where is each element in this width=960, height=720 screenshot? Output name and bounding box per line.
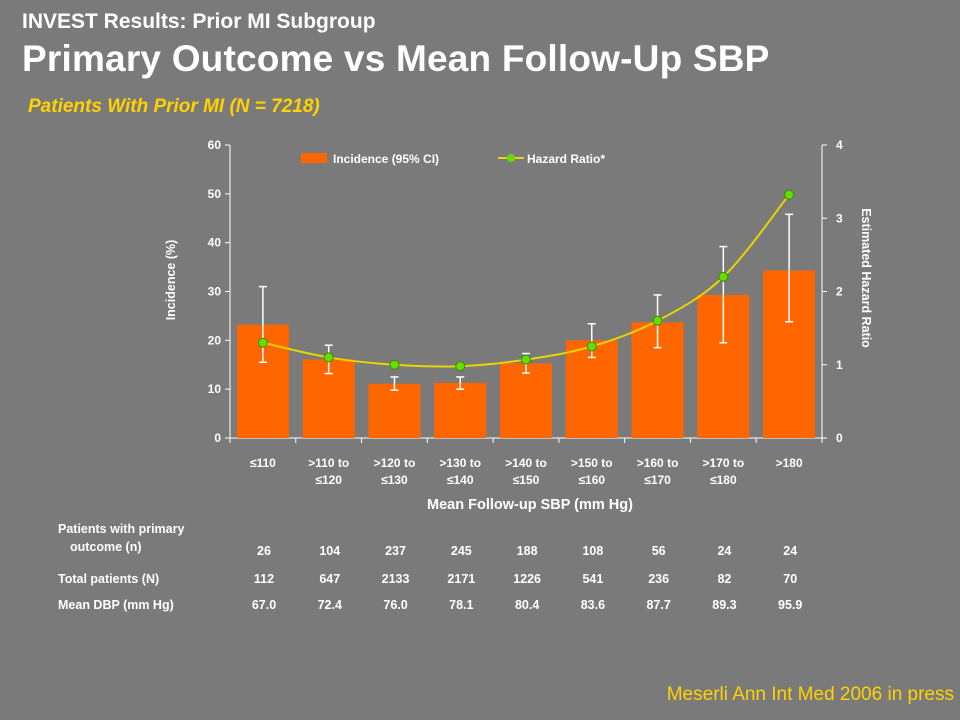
x-tick-label: >180: [776, 456, 803, 470]
x-tick-label: >140 to ≤150: [505, 456, 547, 487]
table-cell: 108: [582, 544, 604, 558]
hazard-ratio-point: [652, 315, 663, 326]
y2-tick-label: 4: [836, 138, 843, 152]
y-axis-title: Incidence (%): [164, 240, 178, 321]
incidence-bar: [500, 363, 552, 438]
table-cell: 82: [717, 572, 732, 586]
y2-tick-label: 0: [836, 431, 843, 445]
table-cell: 24: [717, 544, 732, 558]
slide-supertitle: INVEST Results: Prior MI Subgroup: [22, 10, 376, 33]
table-cell: 112: [253, 572, 275, 586]
y2-tick-label: 1: [836, 358, 843, 372]
hazard-ratio-point: [784, 189, 795, 200]
table-cell: 1226: [513, 572, 542, 586]
table-row-label: Total patients (N): [58, 572, 160, 586]
x-axis-title: Mean Follow-up SBP (mm Hg): [427, 497, 633, 513]
x-tick-label: >170 to ≤180: [702, 456, 744, 487]
legend-swatch-marker: [507, 154, 515, 162]
y-tick-label: 20: [208, 333, 222, 347]
table-cell: 245: [450, 544, 472, 558]
y-tick-label: 10: [208, 382, 222, 396]
y-tick-label: 60: [208, 138, 222, 152]
incidence-bar: [434, 382, 487, 438]
x-tick-label: >150 to ≤160: [571, 456, 613, 487]
y2-axis-title: Estimated Hazard Ratio: [859, 208, 873, 348]
table-cell: 95.9: [778, 598, 803, 612]
table-row-label: Patients with primary: [58, 522, 185, 536]
legend-swatch-incidence: [301, 153, 327, 163]
x-tick-label: >160 to ≤170: [637, 456, 679, 487]
incidence-bar: [368, 383, 421, 438]
table-cell: 188: [516, 544, 538, 558]
table-cell: 236: [648, 572, 670, 586]
table-cell: 70: [783, 572, 798, 586]
legend-label-hazard: Hazard Ratio*: [527, 152, 605, 166]
table-cell: 83.6: [580, 598, 606, 612]
x-tick-label: >110 to ≤120: [308, 456, 349, 487]
x-tick-label: ≤110: [250, 456, 276, 470]
hazard-ratio-point: [389, 359, 400, 370]
table-row-label: Mean DBP (mm Hg): [58, 598, 174, 612]
hazard-ratio-point: [455, 361, 466, 372]
citation: Meserli Ann Int Med 2006 in press: [666, 684, 954, 705]
table-cell: 87.7: [646, 598, 671, 612]
hazard-ratio-point: [521, 354, 531, 365]
y-tick-label: 40: [208, 236, 222, 250]
x-tick-label: >120 to ≤130: [374, 456, 416, 487]
y2-tick-label: 3: [836, 211, 843, 225]
table-cell: 2171: [447, 572, 476, 586]
hazard-ratio-point: [257, 337, 268, 348]
table-cell: 56: [651, 544, 666, 558]
table-cell: 72.4: [317, 598, 342, 612]
table-cell: 104: [319, 544, 341, 558]
table-cell: 67.0: [251, 598, 277, 612]
legend-label-incidence: Incidence (95% CI): [333, 152, 439, 166]
y-tick-label: 0: [214, 431, 221, 445]
table-cell: 541: [582, 572, 604, 586]
hazard-ratio-point: [718, 271, 729, 282]
table-cell: 89.3: [712, 598, 737, 612]
table-cell: 76.0: [383, 598, 408, 612]
table-cell: 24: [783, 544, 798, 558]
y2-tick-label: 2: [836, 285, 843, 299]
table-row-label: outcome (n): [70, 540, 142, 554]
y-tick-label: 50: [208, 187, 222, 201]
y-tick-label: 30: [208, 285, 222, 299]
table-cell: 78.1: [449, 598, 474, 612]
table-cell: 2133: [381, 572, 410, 586]
x-tick-label: >130 to ≤140: [439, 456, 481, 487]
table-cell: 237: [385, 544, 406, 558]
slide-title: Primary Outcome vs Mean Follow-Up SBP: [22, 38, 770, 79]
table-cell: 80.4: [514, 598, 540, 612]
table-cell: 647: [319, 572, 341, 586]
hazard-ratio-point: [323, 352, 334, 363]
incidence-hazard-chart: 0 10 20 30 40 50 60 0 1 2 3 4 ≤110 >110 to ≤120 >120 to…: [164, 138, 873, 513]
table-cell: 26: [257, 544, 271, 558]
slide-subtitle: Patients With Prior MI (N = 7218): [28, 96, 320, 117]
hazard-ratio-point: [586, 341, 597, 352]
